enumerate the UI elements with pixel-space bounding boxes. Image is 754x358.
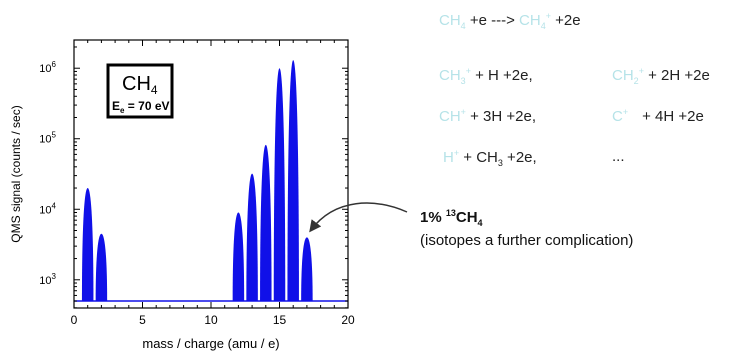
peak-14 <box>260 144 272 302</box>
peak-1 <box>81 188 94 302</box>
mass-spectrum-chart: 0 5 10 15 20 103 104 105 106 mass / charge (amu… <box>9 39 355 351</box>
reaction-3b: C+ + 4H +2e <box>612 107 704 125</box>
peak-2 <box>95 233 108 302</box>
peak-15 <box>273 68 286 302</box>
inset-box: CH4 Ee = 70 eV <box>106 63 174 119</box>
y-axis-ticks: 103 104 105 106 <box>39 46 348 309</box>
reaction-2: CH3+ + H +2e, <box>439 66 533 86</box>
x-tick-label: 5 <box>139 313 146 327</box>
x-tick-label: 15 <box>273 313 287 327</box>
y-tick-label: 104 <box>39 201 56 216</box>
y-tick-label: 103 <box>39 272 56 287</box>
peak-areas <box>74 60 348 302</box>
inset-molecule: CH4 <box>122 73 158 97</box>
peak-17 <box>301 237 313 302</box>
x-axis-ticks: 0 5 10 15 20 <box>71 40 355 327</box>
x-axis-label: mass / charge (amu / e) <box>142 336 279 351</box>
inset-energy: Ee = 70 eV <box>112 99 170 115</box>
x-tick-label: 10 <box>204 313 218 327</box>
peak-16 <box>287 60 299 302</box>
x-tick-label: 0 <box>71 313 78 327</box>
y-tick-label: 105 <box>39 131 56 146</box>
reaction-4-ellipsis: ... <box>612 148 625 165</box>
isotope-arrow <box>309 202 408 233</box>
y-tick-label: 106 <box>39 60 56 75</box>
peak-12 <box>232 212 245 302</box>
x-tick-label: 20 <box>341 313 355 327</box>
isotope-label: 1% 13CH4 <box>420 208 483 228</box>
reaction-1: CH4 +e ---> CH4+ +2e <box>439 11 581 31</box>
peak-13 <box>246 173 258 302</box>
reaction-4: H+ + CH3 +2e, <box>443 148 537 168</box>
y-axis-label: QMS signal (counts / sec) <box>9 105 23 242</box>
reaction-3: CH+ + 3H +2e, <box>439 107 536 125</box>
reaction-2b: CH2+ + 2H +2e <box>612 66 710 86</box>
isotope-note: (isotopes a further complication) <box>420 232 634 249</box>
